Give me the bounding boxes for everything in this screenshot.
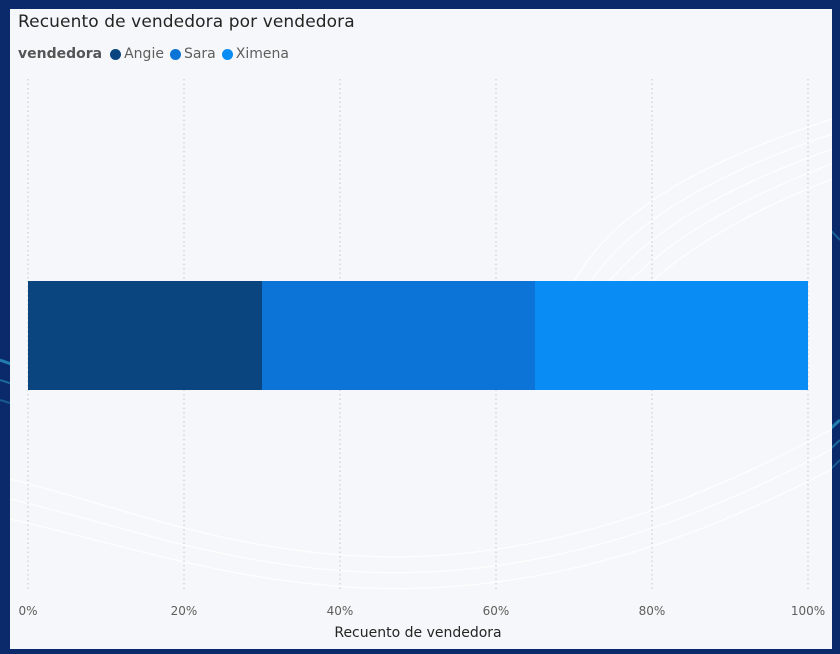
legend-label-angie: Angie [124, 46, 164, 62]
bar-segment-ximena[interactable] [535, 281, 808, 390]
chart-card: Recuento de vendedora por vendedora vend… [10, 9, 832, 649]
x-axis-ticks: 0% 20% 40% 60% 80% 100% [18, 604, 825, 618]
legend-item-ximena[interactable]: Ximena [221, 46, 289, 62]
x-tick-label: 80% [639, 604, 666, 618]
legend-title: vendedora [18, 46, 103, 62]
stacked-bar [28, 281, 808, 390]
bar-segment-sara[interactable] [262, 281, 535, 390]
x-tick-label: 0% [18, 604, 37, 618]
legend-dot-ximena [221, 48, 233, 60]
x-tick-label: 20% [171, 604, 198, 618]
x-tick-label: 100% [791, 604, 825, 618]
legend: vendedora Angie Sara Ximena [18, 46, 295, 62]
x-tick-label: 60% [483, 604, 510, 618]
plot-area: 0% 20% 40% 60% 80% 100% Recuento de vendedora [18, 79, 825, 641]
legend-item-angie[interactable]: Angie [110, 46, 164, 62]
x-axis-label: Recuento de vendedora [334, 625, 501, 641]
bar-segment-angie[interactable] [28, 281, 262, 390]
legend-label-sara: Sara [183, 46, 216, 62]
legend-item-sara[interactable]: Sara [169, 46, 216, 62]
x-tick-label: 40% [327, 604, 354, 618]
legend-dot-sara [169, 48, 181, 60]
legend-dot-angie [110, 48, 122, 60]
legend-label-ximena: Ximena [235, 46, 289, 62]
chart-title: Recuento de vendedora por vendedora [18, 12, 355, 32]
